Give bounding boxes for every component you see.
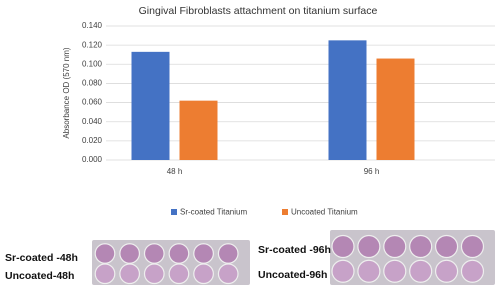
y-tick-label: 0.060: [82, 98, 103, 107]
x-tick-label: 48 h: [167, 167, 183, 176]
well: [383, 234, 407, 259]
well: [331, 234, 355, 259]
well: [94, 243, 116, 264]
well: [383, 259, 407, 283]
y-tick-label: 0.020: [82, 136, 103, 145]
y-tick-label: 0.100: [82, 59, 103, 68]
well: [357, 234, 381, 259]
photo-label: Uncoated-48h: [5, 270, 74, 282]
well: [193, 243, 214, 264]
well: [460, 259, 485, 283]
photo-label: Uncoated-96h: [258, 269, 327, 281]
y-tick-label: 0.080: [82, 79, 103, 88]
well: [217, 243, 239, 264]
well: [143, 263, 165, 285]
well: [460, 234, 485, 259]
well: [119, 263, 141, 285]
legend-swatch: [282, 209, 288, 215]
legend-label: Uncoated Titanium: [291, 208, 358, 217]
well: [409, 234, 433, 259]
y-tick-label: 0.140: [82, 21, 103, 30]
well: [217, 263, 239, 285]
y-tick-label: 0.040: [82, 117, 103, 126]
well: [331, 259, 355, 283]
x-tick-label: 96 h: [364, 167, 380, 176]
well: [168, 263, 190, 285]
photo-label: Sr-coated -96h: [258, 244, 331, 256]
well: [409, 259, 433, 283]
well: [434, 234, 459, 259]
well: [357, 259, 381, 283]
bar: [131, 51, 170, 160]
y-axis-label: Absorbance OD (570 nm): [62, 47, 71, 138]
bar: [179, 100, 218, 160]
legend-swatch: [171, 209, 177, 215]
well: [168, 243, 190, 264]
well: [143, 243, 165, 264]
legend-label: Sr-coated Titanium: [180, 208, 247, 217]
well: [94, 263, 116, 285]
y-tick-label: 0.000: [82, 155, 103, 164]
bar: [376, 58, 415, 160]
chart-title: Gingival Fibroblasts attachment on titan…: [139, 5, 378, 17]
photo-panels: Sr-coated -48h Uncoated-48h Sr-coated -96h…: [5, 230, 495, 285]
y-tick-label: 0.120: [82, 40, 103, 49]
well: [193, 263, 214, 285]
bar: [328, 40, 367, 160]
well: [434, 259, 459, 283]
well: [119, 243, 141, 264]
photo-label: Sr-coated -48h: [5, 252, 78, 264]
